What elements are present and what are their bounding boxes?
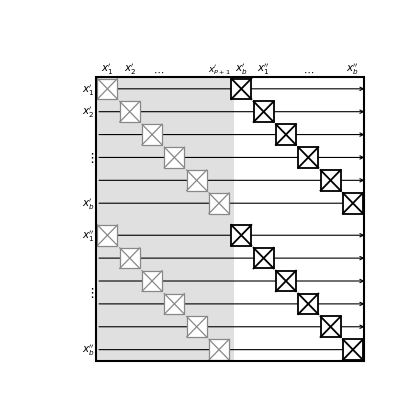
Bar: [276, 125, 296, 145]
Bar: [96, 78, 364, 361]
Text: $\vdots$: $\vdots$: [85, 151, 95, 165]
Bar: [187, 317, 207, 337]
Bar: [321, 317, 341, 337]
Bar: [97, 225, 117, 246]
Bar: [96, 78, 234, 361]
Text: $\cdots$: $\cdots$: [153, 66, 164, 76]
Bar: [231, 79, 251, 100]
Text: $x_b''$: $x_b''$: [347, 61, 359, 76]
Bar: [254, 248, 274, 269]
Text: $x_b'$: $x_b'$: [235, 61, 247, 76]
Bar: [321, 171, 341, 191]
Bar: [120, 102, 140, 123]
Text: $x_b''$: $x_b''$: [82, 342, 95, 358]
Bar: [142, 125, 162, 145]
Bar: [120, 248, 140, 269]
Bar: [298, 148, 318, 169]
Bar: [276, 271, 296, 292]
Text: $x_1''$: $x_1''$: [82, 228, 95, 243]
Bar: [187, 171, 207, 191]
Text: $\vdots$: $\vdots$: [85, 286, 95, 300]
Text: $x_2'$: $x_2'$: [82, 105, 95, 120]
Bar: [142, 271, 162, 292]
Text: $x_b'$: $x_b'$: [82, 196, 95, 211]
Text: $x_{P+1}'$: $x_{P+1}'$: [208, 63, 230, 76]
Bar: [164, 294, 184, 314]
Text: $x_2'$: $x_2'$: [124, 61, 136, 76]
Text: $x_1'$: $x_1'$: [82, 82, 95, 97]
Bar: [164, 148, 184, 169]
Bar: [231, 225, 251, 246]
Bar: [209, 339, 229, 360]
Bar: [209, 193, 229, 214]
Text: $x_1''$: $x_1''$: [257, 61, 270, 76]
Text: $\cdots$: $\cdots$: [303, 66, 314, 76]
Bar: [343, 193, 363, 214]
Text: $x_1'$: $x_1'$: [101, 61, 114, 76]
Bar: [97, 79, 117, 100]
Bar: [343, 339, 363, 360]
Bar: [298, 294, 318, 314]
Bar: [254, 102, 274, 123]
